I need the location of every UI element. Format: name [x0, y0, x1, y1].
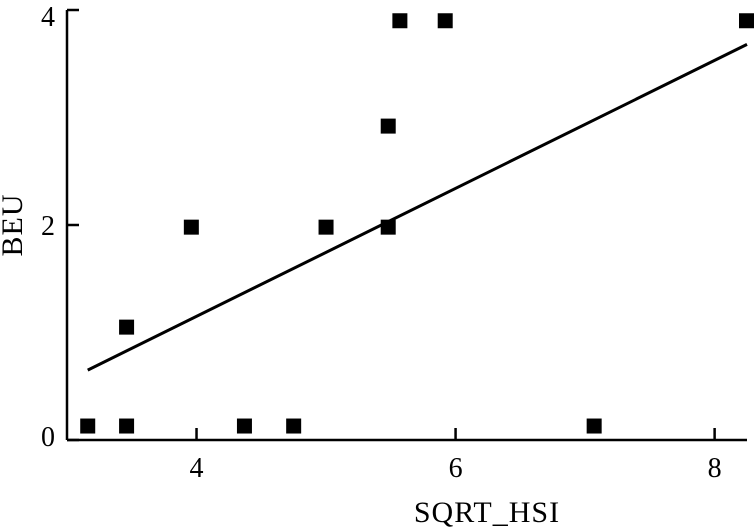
data-point [183, 219, 199, 235]
x-axis-label: SQRT_HSI [414, 496, 560, 529]
data-point [80, 418, 96, 434]
y-axis-ticks: 0 2 4 [41, 2, 79, 453]
y-tick-label: 0 [41, 422, 55, 453]
data-point [392, 13, 408, 29]
y-tick-label: 4 [41, 2, 55, 33]
data-point [739, 13, 754, 29]
x-tick-label: 6 [449, 453, 463, 484]
data-point [586, 418, 602, 434]
x-tick-label: 4 [190, 453, 204, 484]
data-point [119, 319, 135, 335]
axes [65, 10, 747, 442]
y-tick-label: 2 [41, 211, 55, 242]
data-point [286, 418, 302, 434]
y-axis-label: BEU [0, 194, 29, 257]
data-point [318, 219, 334, 235]
data-point [236, 418, 252, 434]
data-point [380, 118, 396, 134]
x-tick-label: 8 [708, 453, 722, 484]
data-point [380, 219, 396, 235]
x-axis-ticks: 4 6 8 [190, 428, 722, 484]
data-points [80, 13, 754, 434]
regression-line [87, 43, 748, 372]
data-point [119, 418, 135, 434]
data-point [437, 13, 453, 29]
